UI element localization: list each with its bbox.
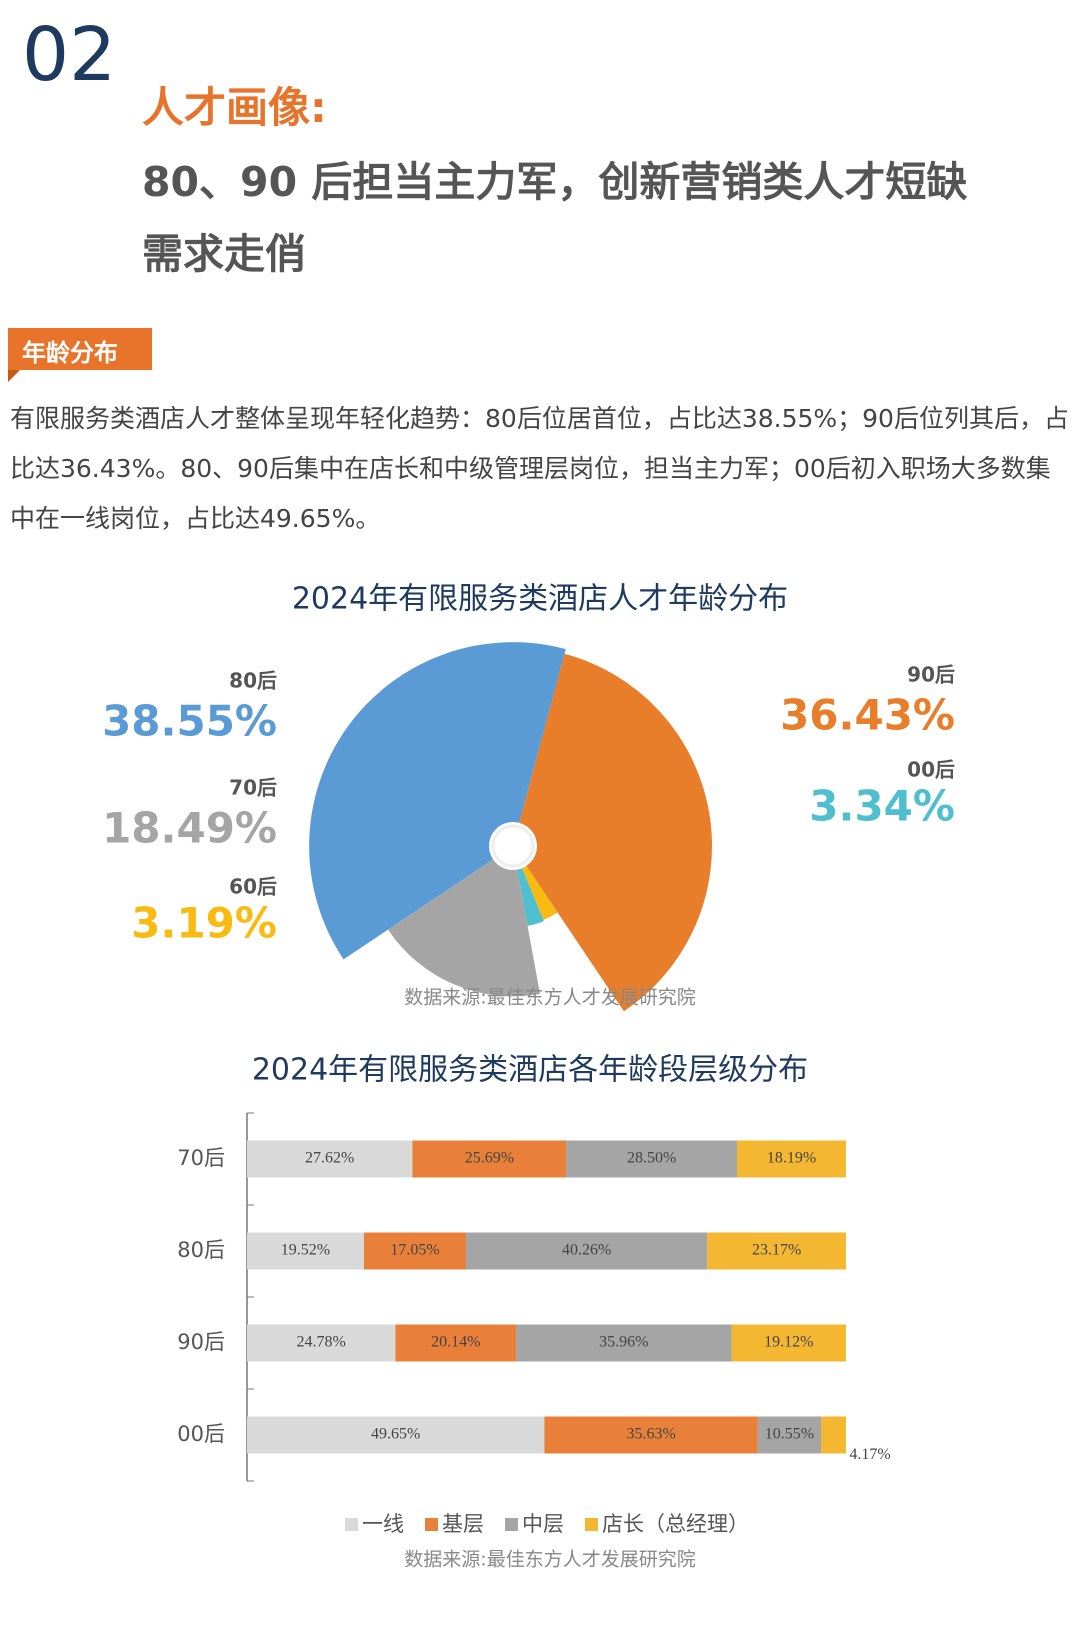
value-label: 20.14% xyxy=(431,1334,480,1351)
legend-swatch xyxy=(585,1518,598,1531)
bar-segment xyxy=(247,1416,545,1454)
slice-name: 70后 xyxy=(229,776,277,800)
rose-slice xyxy=(517,868,544,926)
value-label: 35.63% xyxy=(626,1426,675,1443)
slice-name: 00后 xyxy=(907,758,955,782)
category-label: 70后 xyxy=(177,1146,225,1170)
slice-value: 38.55% xyxy=(102,697,277,746)
value-label: 19.52% xyxy=(281,1242,330,1259)
rose-slice xyxy=(309,642,566,960)
slice-name: 90后 xyxy=(907,663,955,687)
value-label: 18.19% xyxy=(767,1150,816,1167)
bar-segment xyxy=(566,1140,738,1178)
bar-segment xyxy=(707,1232,846,1270)
legend-label: 一线 xyxy=(362,1512,404,1536)
bar-chart: 2024年有限服务类酒店各年龄段层级分布 70后 27.62% 25.69% 28.50… xyxy=(177,1053,890,1571)
category-label: 00后 xyxy=(177,1422,225,1446)
bar-segment xyxy=(516,1324,732,1362)
paragraph: 有限服务类酒店人才整体呈现年轻化趋势：80后位居首位，占比达38.55%；90后… xyxy=(10,404,1069,533)
bar-segment xyxy=(363,1232,467,1270)
legend-label: 店长（总经理） xyxy=(602,1512,749,1536)
slice-value: 36.43% xyxy=(780,691,955,740)
category-label: 90后 xyxy=(177,1330,225,1354)
legend-swatch xyxy=(505,1518,518,1531)
tag-fold xyxy=(8,370,20,382)
value-label: 19.12% xyxy=(764,1334,813,1351)
section-number: 02 xyxy=(22,12,117,98)
tag-box xyxy=(8,328,152,370)
bar-segment xyxy=(466,1232,708,1270)
rose-slice xyxy=(522,865,558,920)
bar-segment xyxy=(731,1324,846,1362)
category-label: 80后 xyxy=(177,1238,225,1262)
legend-swatch xyxy=(345,1518,358,1531)
bar-segment xyxy=(247,1324,396,1362)
bar-segment xyxy=(412,1140,567,1178)
value-label: 35.96% xyxy=(599,1334,648,1351)
title-line: 需求走俏 xyxy=(142,230,306,278)
rose-slice xyxy=(519,653,713,1012)
value-label: 28.50% xyxy=(627,1150,676,1167)
value-label: 4.17% xyxy=(849,1446,890,1463)
source: 数据来源:最佳东方人才发展研究院 xyxy=(404,987,695,1009)
value-label: 10.55% xyxy=(765,1426,814,1443)
value-label: 49.65% xyxy=(371,1426,420,1443)
section-tag: 年龄分布 xyxy=(22,339,118,367)
rose-slice xyxy=(387,859,541,997)
bar-segment xyxy=(737,1140,846,1178)
source: 数据来源:最佳东方人才发展研究院 xyxy=(404,1549,695,1571)
value-label: 23.17% xyxy=(752,1242,801,1259)
slice-value: 18.49% xyxy=(102,804,277,853)
slice-value: 3.34% xyxy=(809,782,955,831)
slice-value: 3.19% xyxy=(131,899,277,948)
slice-name: 80后 xyxy=(229,669,277,693)
title-line: 80、90 后担当主力军，创新营销类人才短缺 xyxy=(142,158,968,206)
kicker: 人才画像: xyxy=(142,83,327,132)
value-label: 27.62% xyxy=(305,1150,354,1167)
bar-segment xyxy=(247,1140,413,1178)
value-label: 17.05% xyxy=(390,1242,439,1259)
chart-title: 2024年有限服务类酒店人才年龄分布 xyxy=(292,582,788,617)
center-hole xyxy=(491,824,535,868)
bar-segment xyxy=(757,1416,822,1454)
value-label: 24.78% xyxy=(297,1334,346,1351)
value-label: 25.69% xyxy=(465,1150,514,1167)
slice-name: 60后 xyxy=(229,875,277,899)
bar-segment xyxy=(821,1416,846,1454)
bar-segment xyxy=(544,1416,758,1454)
bar-segment xyxy=(395,1324,517,1362)
bar-segment xyxy=(247,1232,364,1270)
legend-label: 中层 xyxy=(522,1512,564,1536)
legend-swatch xyxy=(425,1518,438,1531)
legend-label: 基层 xyxy=(442,1512,484,1536)
chart-title: 2024年有限服务类酒店各年龄段层级分布 xyxy=(252,1053,808,1088)
value-label: 40.26% xyxy=(562,1242,611,1259)
